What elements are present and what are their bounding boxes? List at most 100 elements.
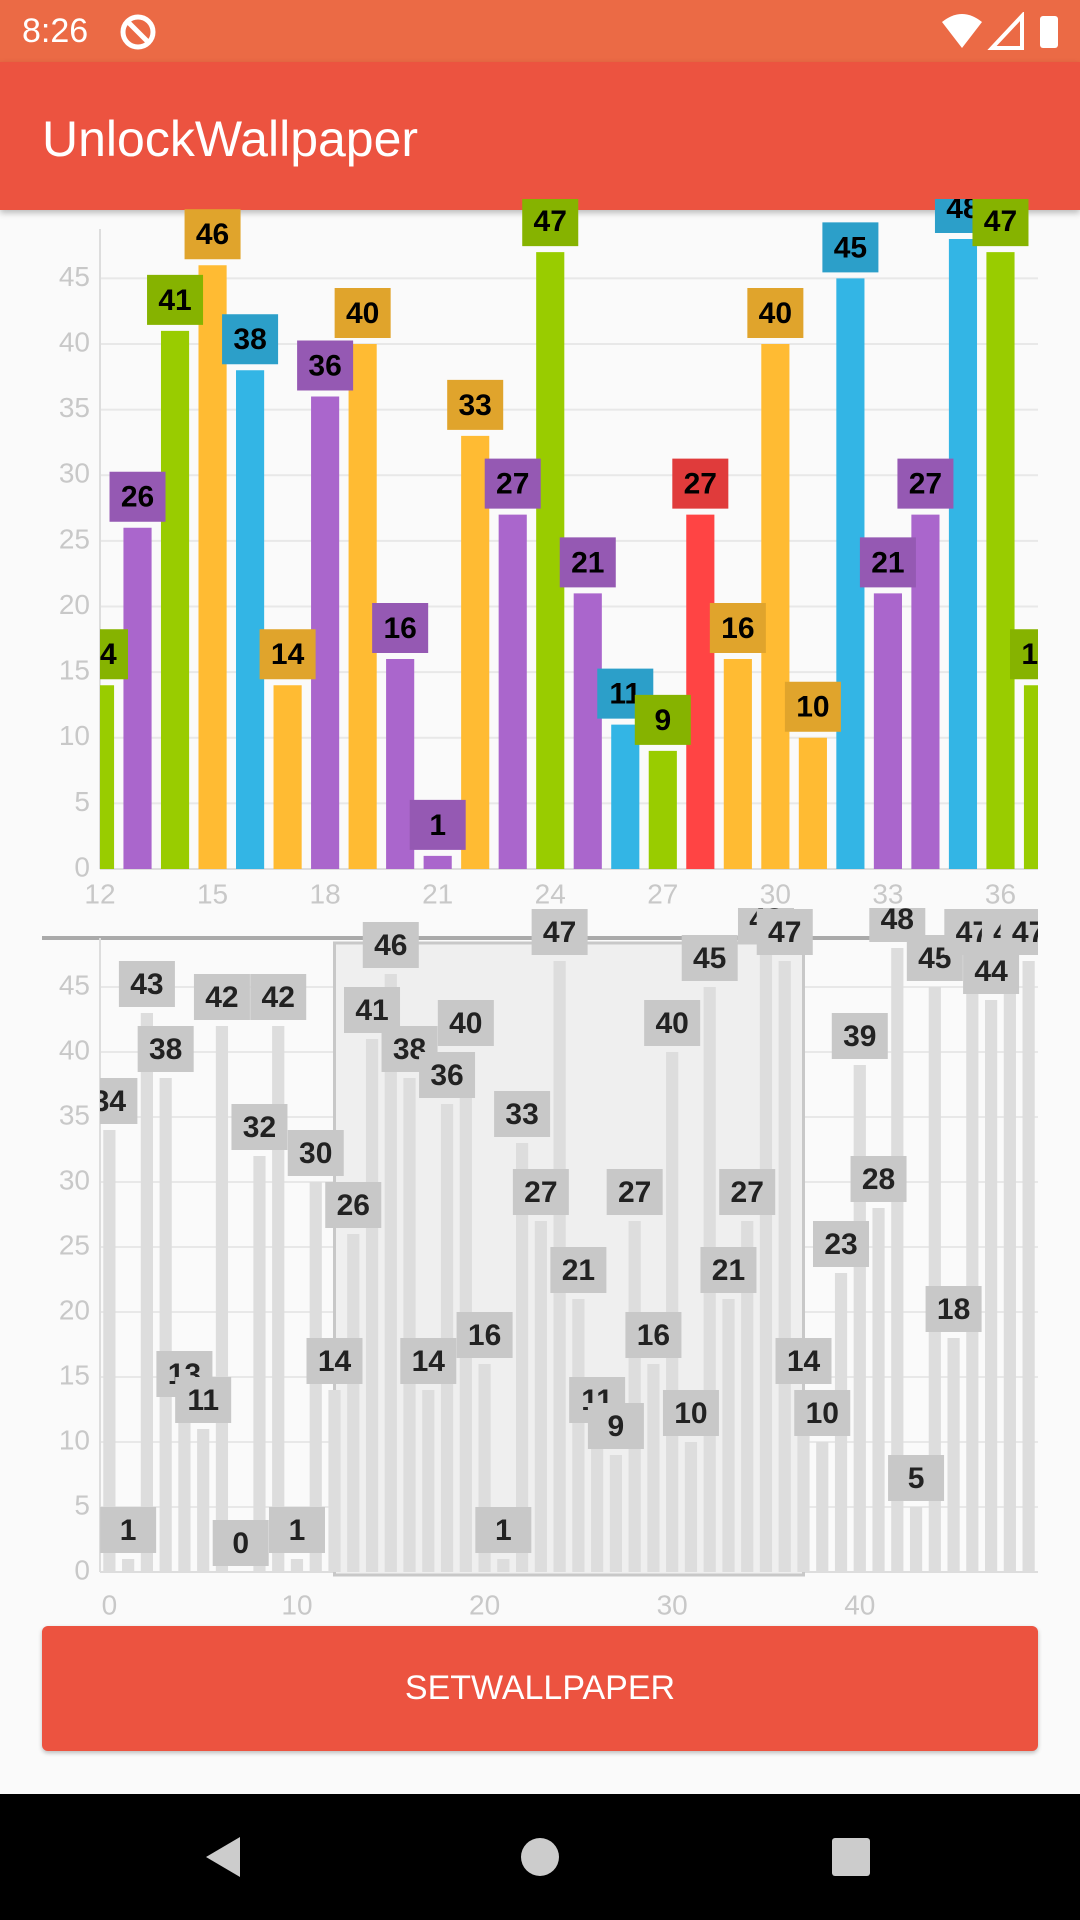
x-tick-label: 30 — [657, 1589, 688, 1620]
x-tick-label: 10 — [281, 1589, 312, 1620]
value-label: 34 — [93, 1085, 127, 1118]
value-label-shade — [334, 288, 391, 338]
bar — [853, 1065, 866, 1572]
bar — [384, 974, 397, 1572]
bar — [816, 1442, 829, 1572]
bar — [290, 1559, 304, 1572]
value-label-box — [794, 1390, 851, 1436]
bar — [461, 435, 490, 869]
bar — [647, 1364, 660, 1572]
value-label: 18 — [937, 1293, 970, 1326]
value-label-box — [334, 288, 391, 338]
nav-back[interactable] — [206, 1837, 240, 1877]
bar — [215, 1026, 229, 1572]
bar — [498, 514, 527, 869]
value-label-shade — [634, 694, 691, 745]
value-label-box — [100, 1507, 157, 1553]
bar — [347, 1234, 360, 1572]
value-label: 40 — [655, 1007, 688, 1040]
value-label: 14 — [83, 638, 117, 671]
bar — [872, 1208, 885, 1572]
value-label-box — [400, 1338, 457, 1384]
status-icon — [120, 14, 156, 50]
value-label-box — [231, 1104, 288, 1150]
nav-home[interactable] — [521, 1838, 559, 1876]
bar — [966, 961, 979, 1572]
y-tick-label: 10 — [59, 1424, 90, 1455]
value-label: 45 — [693, 942, 726, 975]
value-label: 5 — [908, 1462, 925, 1495]
value-label-box — [419, 1052, 476, 1098]
y-tick-label: 0 — [74, 1554, 90, 1585]
value-label: 0 — [232, 1527, 249, 1560]
value-label-box — [118, 961, 175, 1007]
x-tick-label: 24 — [535, 878, 566, 909]
value-label-shade — [184, 209, 241, 260]
value-label-shade — [522, 199, 579, 247]
bar — [1022, 961, 1035, 1572]
value-label-box — [306, 1338, 363, 1384]
y-tick-label: 40 — [59, 326, 90, 357]
value-label-box — [325, 1182, 382, 1228]
bar — [197, 1429, 210, 1572]
bar — [311, 396, 340, 869]
value-label: 14 — [412, 1345, 446, 1378]
value-label-shade — [147, 274, 204, 325]
value-label: 39 — [843, 1020, 876, 1053]
y-tick-label: 30 — [59, 458, 90, 489]
value-label-box — [297, 340, 354, 391]
bar — [873, 593, 902, 869]
value-label: 47 — [534, 205, 567, 238]
x-tick-label: 12 — [84, 878, 115, 909]
y-tick-label: 35 — [59, 392, 90, 423]
bar — [253, 1156, 266, 1572]
value-label: 40 — [449, 1007, 482, 1040]
value-label: 21 — [712, 1254, 745, 1287]
value-label-box — [259, 629, 316, 680]
bar — [386, 659, 415, 869]
nav-recents[interactable] — [832, 1838, 870, 1876]
bar — [609, 1455, 622, 1572]
value-label: 1 — [120, 1514, 137, 1547]
value-label-shade — [372, 603, 429, 653]
value-label-shade — [259, 629, 316, 680]
bar — [572, 1299, 585, 1572]
value-label: 16 — [468, 1319, 501, 1352]
value-label-box — [344, 987, 401, 1033]
value-label-box — [522, 199, 579, 247]
value-label-box — [137, 1026, 194, 1072]
value-label-box — [456, 1312, 513, 1358]
value-label-shade — [672, 458, 729, 509]
value-label-shade — [559, 537, 616, 588]
value-label: 27 — [618, 1176, 651, 1209]
value-label: 45 — [834, 231, 867, 264]
value-label-shade — [709, 603, 766, 653]
bar — [236, 370, 265, 869]
value-label-box — [494, 1091, 551, 1137]
y-tick-label: 15 — [59, 655, 90, 686]
value-label: 27 — [524, 1176, 557, 1209]
value-label: 30 — [299, 1137, 332, 1170]
value-label: 47 — [1012, 916, 1045, 949]
y-tick-label: 25 — [59, 1229, 90, 1260]
bar — [761, 344, 790, 869]
bar — [591, 1429, 604, 1572]
value-label-box — [831, 1013, 888, 1059]
value-label: 47 — [543, 916, 576, 949]
x-tick-label: 15 — [197, 878, 228, 909]
value-label: 1 — [429, 809, 446, 842]
value-label-box — [606, 1169, 663, 1215]
value-label-box — [672, 458, 729, 509]
value-label-box — [888, 1455, 945, 1501]
value-label: 40 — [759, 297, 792, 330]
value-label-box — [972, 199, 1029, 247]
set-wallpaper-button[interactable]: SETWALLPAPER — [42, 1626, 1038, 1751]
x-tick-label: 40 — [844, 1589, 875, 1620]
y-tick-label: 20 — [59, 1294, 90, 1325]
y-tick-label: 5 — [74, 1489, 90, 1520]
bar — [122, 1559, 135, 1572]
status-time: 8:26 — [22, 12, 89, 50]
y-tick-label: 5 — [74, 786, 90, 817]
labels: 3414338131142032421301426414638143640161… — [93, 908, 1045, 1566]
